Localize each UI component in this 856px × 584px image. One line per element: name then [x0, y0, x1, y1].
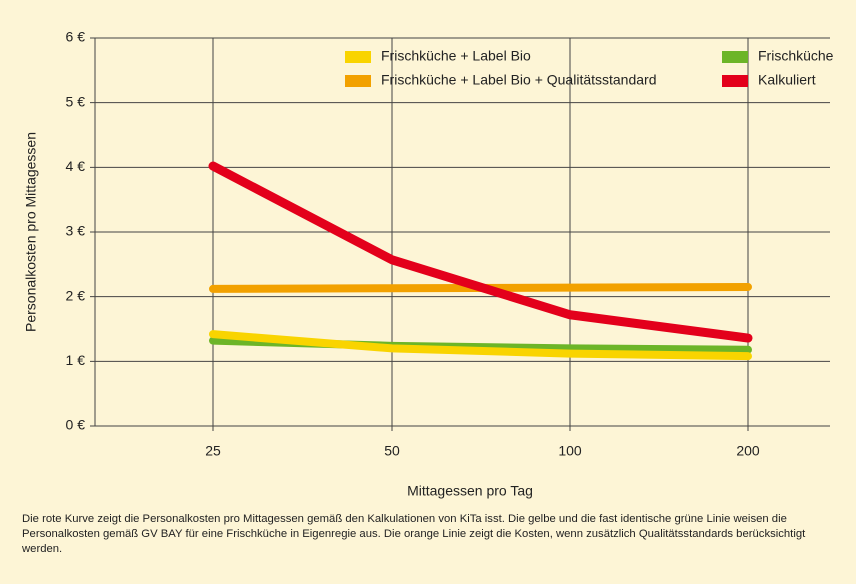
series-line [209, 330, 752, 361]
y-tick-label: 5 € [66, 93, 86, 109]
y-tick-label: 2 € [66, 287, 86, 303]
y-tick-label: 6 € [66, 29, 86, 45]
legend-swatch [722, 51, 748, 63]
y-tick-label: 4 € [66, 158, 86, 174]
series-line [208, 161, 753, 343]
x-tick-label: 100 [558, 443, 582, 459]
x-tick-label: 200 [736, 443, 760, 459]
legend-swatch [345, 75, 371, 87]
y-tick-label: 0 € [66, 417, 86, 433]
x-tick-label: 25 [205, 443, 221, 459]
caption: Die rote Kurve zeigt die Personalkosten … [22, 513, 806, 555]
legend-label: Frischküche + Label Bio [381, 48, 531, 64]
legend-label: Frischküche + Label Bio + Qualitätsstand… [381, 72, 657, 88]
y-tick-label: 1 € [66, 352, 86, 368]
y-tick-label: 3 € [66, 223, 86, 239]
x-axis-title: Mittagessen pro Tag [407, 483, 533, 499]
chart: Personalkosten pro Mittagessen Mittagess… [23, 29, 834, 499]
legend-label: Kalkuliert [758, 72, 816, 88]
legend-swatch [722, 75, 748, 87]
legend-label: Frischküche [758, 48, 834, 64]
x-tick-label: 50 [384, 443, 400, 459]
legend-swatch [345, 51, 371, 63]
y-axis-title: Personalkosten pro Mittagessen [23, 132, 39, 332]
